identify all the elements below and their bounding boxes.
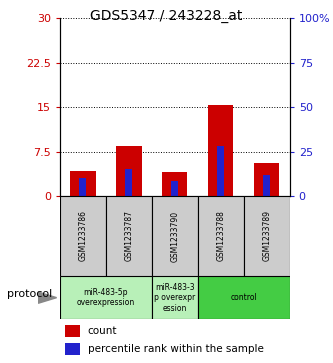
Bar — [254, 163, 279, 196]
Text: miR-483-5p
overexpression: miR-483-5p overexpression — [77, 288, 135, 307]
Bar — [60, 196, 106, 276]
Polygon shape — [38, 292, 57, 303]
Bar — [60, 276, 152, 319]
Bar — [70, 171, 96, 196]
Bar — [162, 172, 187, 196]
Text: miR-483-3
p overexpr
ession: miR-483-3 p overexpr ession — [154, 283, 195, 313]
Bar — [244, 196, 290, 276]
Text: GSM1233788: GSM1233788 — [216, 211, 225, 261]
Bar — [116, 146, 142, 196]
Text: protocol: protocol — [7, 289, 52, 299]
Bar — [263, 175, 270, 196]
Text: count: count — [88, 326, 117, 336]
Bar — [198, 276, 290, 319]
Bar — [65, 325, 80, 337]
Bar — [126, 169, 132, 196]
Text: GSM1233789: GSM1233789 — [262, 211, 271, 261]
Text: GSM1233790: GSM1233790 — [170, 211, 179, 261]
Text: control: control — [230, 293, 257, 302]
Text: GSM1233786: GSM1233786 — [78, 211, 88, 261]
Bar — [65, 343, 80, 355]
Bar — [217, 146, 224, 196]
Bar — [152, 276, 198, 319]
Bar — [80, 178, 86, 196]
Text: percentile rank within the sample: percentile rank within the sample — [88, 344, 263, 354]
Bar — [198, 196, 244, 276]
Text: GDS5347 / 243228_at: GDS5347 / 243228_at — [90, 9, 243, 23]
Bar — [208, 105, 233, 196]
Bar — [106, 196, 152, 276]
Bar — [171, 181, 178, 196]
Bar — [152, 196, 198, 276]
Text: GSM1233787: GSM1233787 — [124, 211, 134, 261]
